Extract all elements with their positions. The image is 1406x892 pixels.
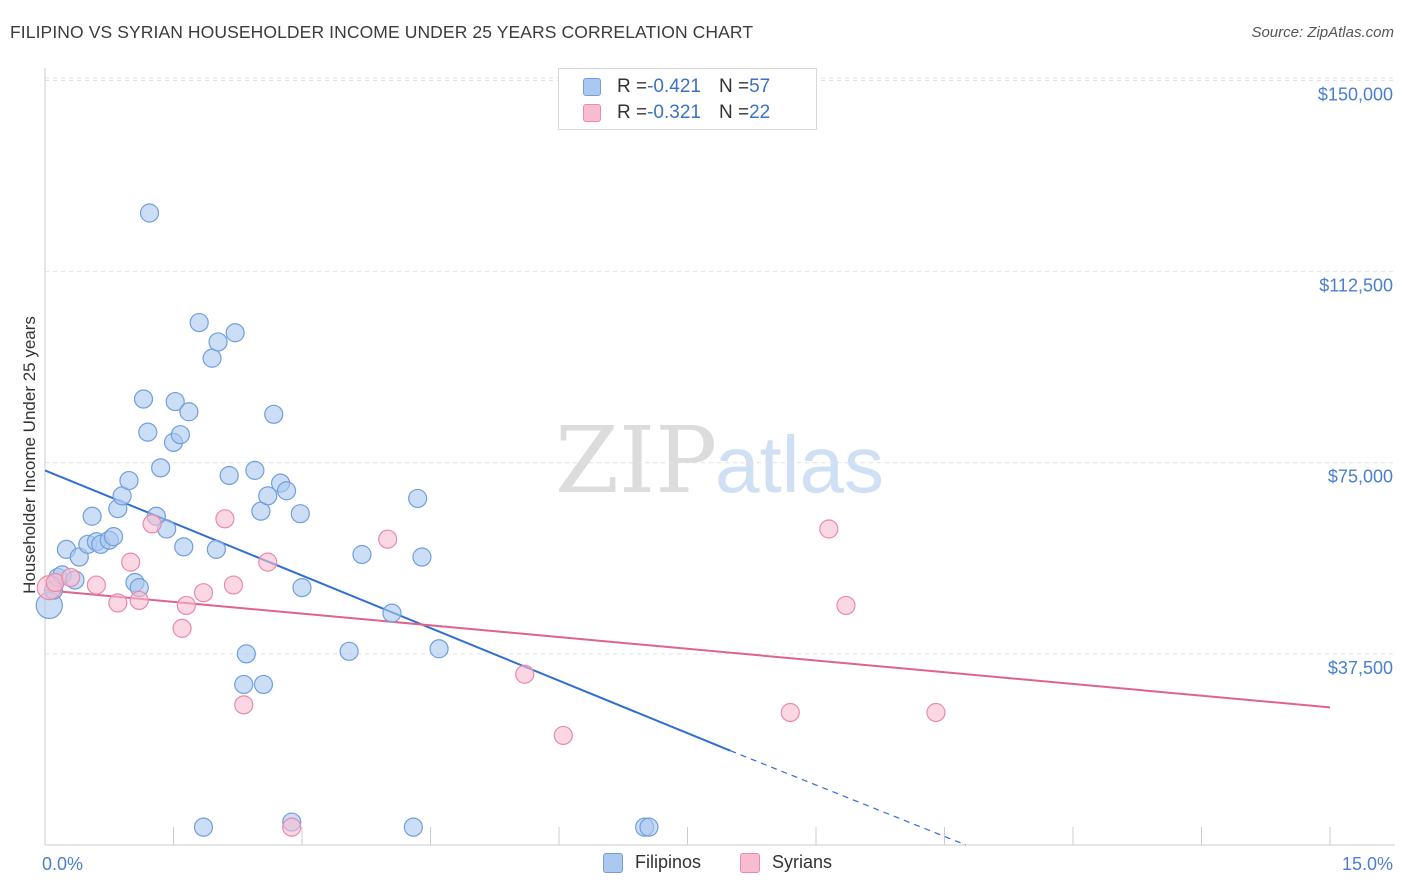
syrian-point — [223, 575, 244, 595]
filipino-point — [170, 425, 190, 445]
syrian-point — [553, 725, 573, 746]
x-tick-label: 0.0% — [42, 854, 83, 874]
syrian-point — [86, 575, 107, 595]
grid-lines — [45, 77, 1395, 655]
syrian-point — [121, 552, 141, 572]
source-credit: Source: ZipAtlas.com — [1251, 24, 1394, 41]
syrian-point — [215, 509, 235, 529]
syrian-point — [819, 519, 839, 539]
filipino-point — [412, 547, 432, 567]
syrian-point — [142, 514, 162, 534]
filipino-point — [165, 391, 185, 412]
n-label: N = — [718, 102, 750, 123]
filipino-point — [208, 332, 228, 352]
filipino-point — [264, 404, 284, 424]
filipino-point — [202, 348, 222, 368]
filipino-point — [236, 644, 256, 664]
x-tick-label: 15.0% — [1342, 854, 1393, 874]
syrian-point — [129, 590, 149, 610]
filipino-point — [429, 639, 449, 659]
filipinos-swatch — [583, 78, 601, 96]
syrians-trend-line — [44, 589, 1331, 709]
y-tick-label: $112,500 — [1319, 276, 1393, 296]
filipino-point — [234, 674, 254, 695]
chart-title: FILIPINO VS SYRIAN HOUSEHOLDER INCOME UN… — [10, 22, 754, 42]
n-value: 22 — [749, 102, 771, 123]
syrian-point — [515, 664, 535, 684]
syrian-point — [108, 593, 128, 613]
filipino-point — [352, 544, 372, 565]
r-label: R = — [617, 76, 648, 97]
filipino-point — [138, 422, 158, 442]
filipino-point — [82, 506, 102, 526]
r-label: R = — [617, 102, 648, 123]
filipino-point — [119, 470, 139, 491]
n-label: N = — [718, 76, 750, 97]
syrian-point — [780, 702, 800, 723]
filipino-point — [225, 323, 245, 343]
filipino-point — [193, 817, 214, 837]
syrian-point — [234, 695, 254, 715]
filipino-point — [103, 527, 124, 547]
filipino-point — [382, 603, 402, 623]
filipino-point — [245, 460, 265, 480]
legend-row-filipinos: R = -0.421 N = 57 — [583, 76, 770, 98]
tick-labels: $37,500 $75,000 $112,500 $150,000 0.0% 15.0% — [42, 84, 1393, 874]
legend-label-filipinos: Filipinos — [635, 852, 702, 872]
filipino-point — [403, 817, 423, 837]
syrian-point — [172, 618, 192, 638]
watermark-atlas: atlas — [715, 420, 884, 509]
filipino-point — [276, 481, 297, 501]
filipino-point — [206, 539, 226, 559]
n-value: 57 — [749, 76, 771, 97]
axes — [44, 68, 1395, 846]
filipino-point — [219, 465, 239, 486]
watermark-zip: ZIP — [555, 407, 717, 514]
syrian-point — [282, 817, 302, 837]
filipino-point — [151, 458, 171, 478]
legend-item-filipinos[interactable]: Filipinos — [603, 852, 701, 873]
filipino-point — [339, 641, 359, 661]
filipino-point — [408, 488, 428, 509]
syrians-legend-swatch — [740, 852, 760, 873]
filipino-point — [189, 312, 209, 333]
syrian-point — [926, 702, 946, 723]
syrian-point — [61, 567, 81, 588]
filipino-point — [174, 537, 194, 557]
filipino-point — [179, 402, 199, 422]
syrian-point — [193, 583, 214, 603]
y-tick-label: $37,500 — [1328, 658, 1393, 678]
series-legend: Filipinos Syrians — [0, 852, 1406, 876]
syrian-point — [836, 595, 856, 616]
filipino-point — [139, 203, 160, 223]
syrian-point — [258, 552, 278, 572]
y-tick-label: $75,000 — [1328, 467, 1393, 487]
filipino-point — [290, 504, 310, 524]
legend-label-syrians: Syrians — [772, 852, 833, 872]
syrian-point — [378, 529, 398, 549]
legend-row-syrians: R = -0.321 N = 22 — [583, 102, 770, 124]
syrians-swatch — [583, 104, 601, 122]
filipinos-trend-extension — [730, 750, 967, 846]
r-value: -0.321 — [647, 102, 701, 123]
filipino-point — [258, 486, 278, 506]
y-tick-label: $150,000 — [1318, 84, 1393, 104]
r-value: -0.421 — [647, 76, 701, 97]
syrian-point — [176, 595, 196, 616]
legend-item-syrians[interactable]: Syrians — [740, 852, 832, 873]
filipino-point — [253, 674, 274, 695]
correlation-legend: R = -0.421 N = 57 R = -0.321 N = 22 — [558, 68, 817, 130]
filipino-point — [292, 578, 312, 598]
filipinos-legend-swatch — [603, 852, 623, 873]
filipino-point — [133, 389, 154, 409]
filipino-point — [639, 817, 659, 837]
data-points — [35, 203, 946, 837]
